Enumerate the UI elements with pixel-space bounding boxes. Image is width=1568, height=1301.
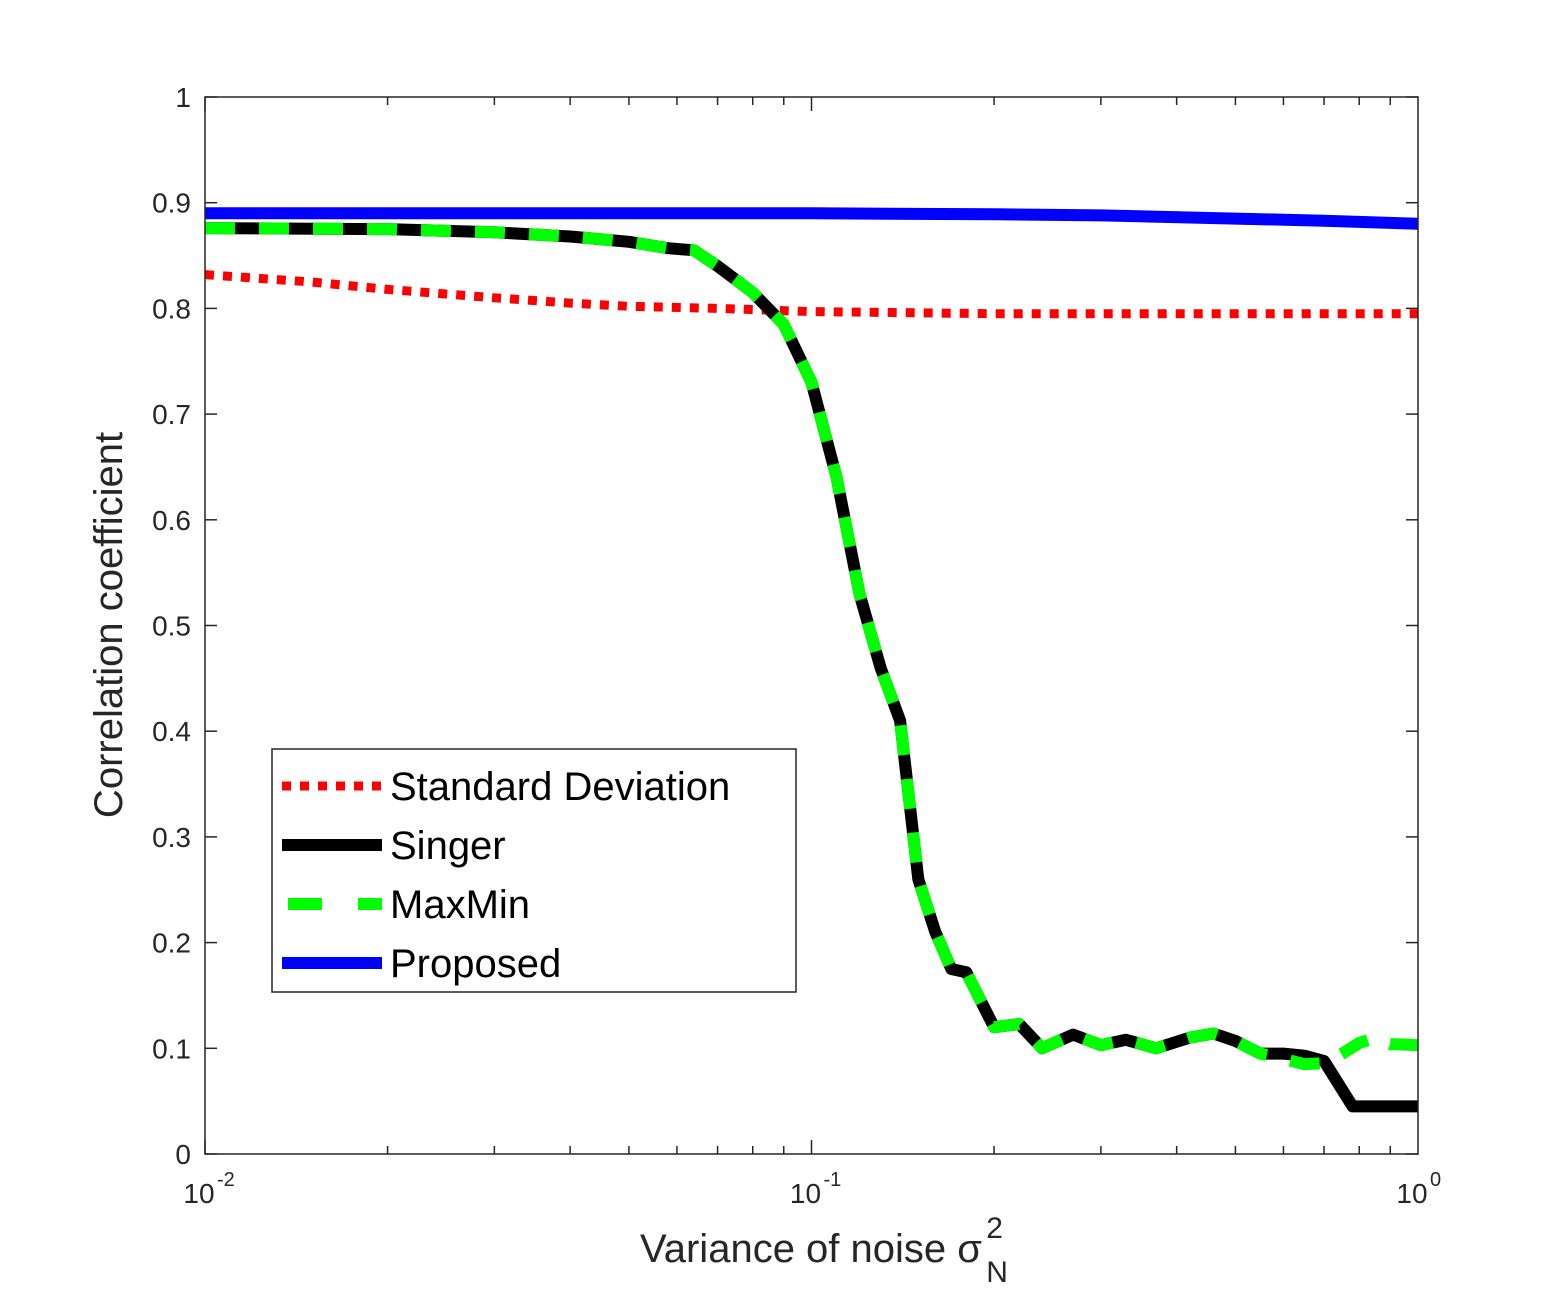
y-tick-label-1: 0.1 <box>152 1033 191 1064</box>
y-tick-label-6: 0.6 <box>152 505 191 536</box>
y-tick-label-8: 0.8 <box>152 293 191 324</box>
x-axis-label-text: Variance of noise σ <box>640 1227 982 1271</box>
y-tick-label-4: 0.4 <box>152 716 191 747</box>
series-lines <box>204 207 1419 1113</box>
series-proposed <box>205 207 1419 230</box>
plot-area-frame <box>204 96 1419 1155</box>
legend-entry-proposed: Proposed <box>282 942 561 986</box>
x-axis-label-subscript: N <box>986 1256 1008 1289</box>
tick-marks <box>204 96 1418 1155</box>
x-tick-label-exponent: -1 <box>824 1169 842 1191</box>
legend-label: Standard Deviation <box>390 765 730 809</box>
x-tick-label-exponent: 0 <box>1430 1169 1441 1191</box>
legend-label: Singer <box>390 824 506 868</box>
legend: Standard Deviation Singer MaxMin Proposed <box>271 748 797 993</box>
y-tick-labels: 0 0.1 0.2 0.3 0.4 0.5 0.6 0.7 0.8 0.9 1 <box>152 82 191 1170</box>
x-tick-label-base: 10 <box>1396 1178 1427 1209</box>
legend-label: Proposed <box>390 942 561 986</box>
x-tick-label-base: 10 <box>790 1178 821 1209</box>
x-tick-label-2: 10 0 <box>1396 1169 1441 1209</box>
y-tick-label-9: 0.9 <box>152 188 191 219</box>
y-tick-label-3: 0.3 <box>152 822 191 853</box>
x-axis-label-superscript: 2 <box>986 1212 1003 1245</box>
series-standard-deviation <box>204 270 1418 319</box>
legend-label: MaxMin <box>390 883 530 927</box>
legend-entry-maxmin: MaxMin <box>282 883 530 927</box>
y-tick-label-2: 0.2 <box>152 928 191 959</box>
x-axis-label: Variance of noise σ <box>640 1227 982 1271</box>
x-tick-label-base: 10 <box>183 1178 214 1209</box>
y-axis-label: Correlation coefficient <box>87 432 131 818</box>
x-tick-label-1: 10 -1 <box>790 1169 841 1209</box>
y-tick-label-5: 0.5 <box>152 611 191 642</box>
x-tick-label-0: 10 -2 <box>183 1169 234 1209</box>
y-tick-label-7: 0.7 <box>152 399 191 430</box>
legend-entries: Standard Deviation Singer MaxMin Proposed <box>282 765 730 986</box>
x-tick-label-exponent: -2 <box>217 1169 235 1191</box>
legend-entry-standard-deviation: Standard Deviation <box>282 765 730 809</box>
y-tick-label-10: 1 <box>175 82 191 113</box>
y-tick-label-0: 0 <box>175 1139 191 1170</box>
legend-entry-singer: Singer <box>282 824 506 868</box>
x-tick-labels: 10 -2 10 -1 10 0 <box>183 1169 1441 1209</box>
series-maxmin <box>204 222 1419 1071</box>
